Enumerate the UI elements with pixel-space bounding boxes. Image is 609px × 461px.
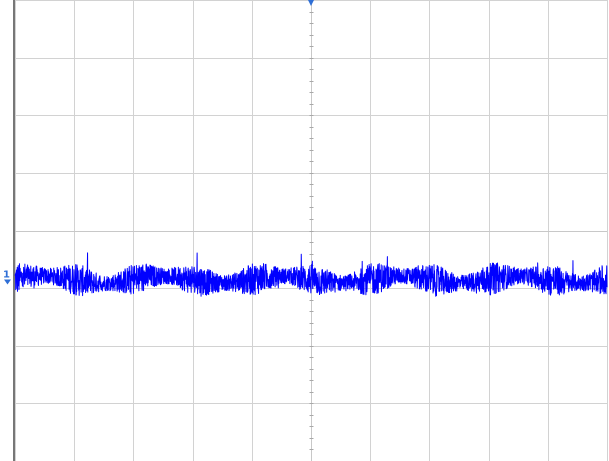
channel-1-ground-marker[interactable]: 1 [3, 269, 11, 285]
trigger-position-marker[interactable] [308, 0, 314, 6]
trigger-arrow-icon[interactable] [308, 0, 314, 6]
channel-1-label: 1 [3, 269, 10, 280]
channel-1-arrow-icon[interactable] [4, 279, 11, 285]
channel-1-trace [14, 252, 608, 297]
